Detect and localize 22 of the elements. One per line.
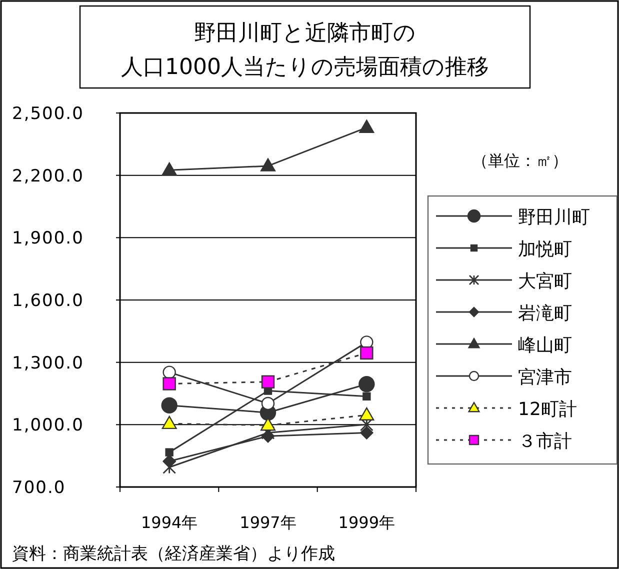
x-tick-label: 1997年 bbox=[240, 513, 296, 532]
legend-label: 12町計 bbox=[518, 399, 577, 420]
text: 資料：商業統計表（経済産業省）より作成 bbox=[12, 544, 335, 564]
x-tick-label: 1999年 bbox=[338, 513, 396, 532]
legend-label: 峰山町 bbox=[518, 335, 572, 356]
chart-subtitle: 人口1000人当たりの売場面積の推移 bbox=[121, 55, 489, 80]
legend-label: 岩滝町 bbox=[518, 303, 572, 324]
y-tick-label: 1,600.0 bbox=[12, 291, 84, 311]
y-tick-label: 700.0 bbox=[12, 478, 66, 498]
y-tick-label: 2,500.0 bbox=[12, 104, 84, 124]
legend-label: 宮津市 bbox=[518, 367, 572, 388]
legend-label: ３市計 bbox=[518, 431, 572, 452]
y-tick-label: 1,000.0 bbox=[12, 416, 84, 436]
legend-label: 野田川町 bbox=[518, 207, 590, 228]
y-tick-label: 1,300.0 bbox=[12, 353, 84, 374]
chart-title: 野田川町と近隣市町の bbox=[194, 21, 416, 46]
legend-label: 加悦町 bbox=[518, 239, 572, 260]
y-tick-label: 1,900.0 bbox=[12, 228, 84, 249]
x-tick-label: 1994年 bbox=[140, 513, 198, 532]
y-tick-label: 2,200.0 bbox=[12, 166, 84, 186]
legend-label: 大宮町 bbox=[518, 271, 572, 292]
text: （単位：㎡） bbox=[472, 151, 568, 170]
